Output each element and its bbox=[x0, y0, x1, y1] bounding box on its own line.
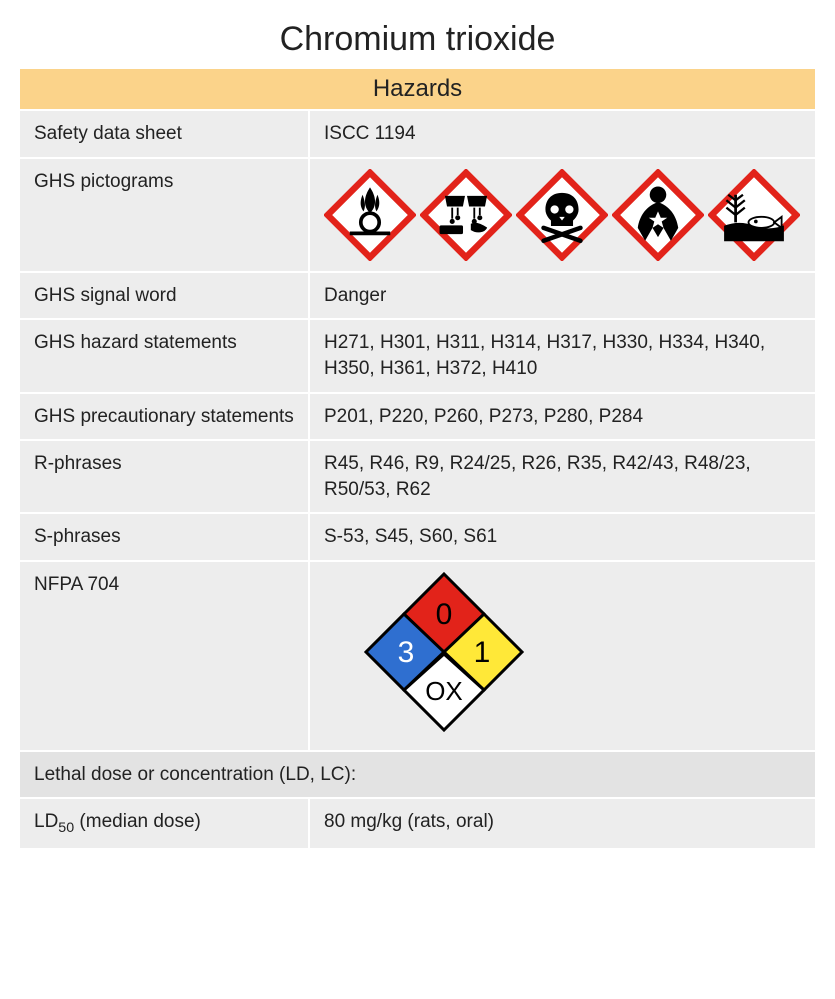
label-sds: Safety data sheet bbox=[20, 111, 309, 158]
value-ld50: 80 mg/kg (rats, oral) bbox=[309, 798, 815, 849]
ghs-pictogram-row bbox=[324, 169, 801, 261]
ld50-pre: LD bbox=[34, 811, 58, 832]
value-hstmt: H271, H301, H311, H314, H317, H330, H334… bbox=[309, 319, 815, 392]
page-title: Chromium trioxide bbox=[20, 20, 815, 59]
ghs-flame-over-circle-icon bbox=[324, 169, 416, 261]
nfpa-special-value: OX bbox=[425, 676, 463, 706]
value-pictograms bbox=[309, 158, 815, 272]
ghs-corrosion-icon bbox=[420, 169, 512, 261]
ghs-environment-icon bbox=[708, 169, 800, 261]
label-pstmt: GHS precautionary statements bbox=[20, 393, 309, 441]
ld50-sub: 50 bbox=[58, 820, 74, 836]
row-rphrases: R-phrases R45, R46, R9, R24/25, R26, R35… bbox=[20, 440, 815, 513]
label-nfpa: NFPA 704 bbox=[20, 561, 309, 751]
ld50-post: (median dose) bbox=[74, 811, 201, 832]
nfpa-health-value: 3 bbox=[398, 636, 415, 669]
value-signal: Danger bbox=[309, 272, 815, 320]
label-ld50: LD50 (median dose) bbox=[20, 798, 309, 849]
value-rphrases: R45, R46, R9, R24/25, R26, R35, R42/43, … bbox=[309, 440, 815, 513]
value-sds: ISCC 1194 bbox=[309, 111, 815, 158]
row-sphrases: S-phrases S-53, S45, S60, S61 bbox=[20, 513, 815, 561]
nfpa-704-diamond: 0 1 OX 3 bbox=[364, 572, 524, 732]
row-pstmt: GHS precautionary statements P201, P220,… bbox=[20, 393, 815, 441]
label-pictograms: GHS pictograms bbox=[20, 158, 309, 272]
nfpa-fire-value: 0 bbox=[436, 598, 453, 631]
ghs-health-hazard-icon bbox=[612, 169, 704, 261]
value-nfpa: 0 1 OX 3 bbox=[309, 561, 815, 751]
row-nfpa: NFPA 704 0 1 OX 3 bbox=[20, 561, 815, 751]
row-hstmt: GHS hazard statements H271, H301, H311, … bbox=[20, 319, 815, 392]
value-pstmt: P201, P220, P260, P273, P280, P284 bbox=[309, 393, 815, 441]
row-ld50: LD50 (median dose) 80 mg/kg (rats, oral) bbox=[20, 798, 815, 849]
label-rphrases: R-phrases bbox=[20, 440, 309, 513]
row-signal: GHS signal word Danger bbox=[20, 272, 815, 320]
label-hstmt: GHS hazard statements bbox=[20, 319, 309, 392]
row-sds: Safety data sheet ISCC 1194 bbox=[20, 111, 815, 158]
label-sphrases: S-phrases bbox=[20, 513, 309, 561]
row-ldlc: Lethal dose or concentration (LD, LC): bbox=[20, 751, 815, 799]
label-ldlc: Lethal dose or concentration (LD, LC): bbox=[20, 751, 815, 799]
hazards-header: Hazards bbox=[20, 69, 815, 111]
nfpa-reactivity-value: 1 bbox=[474, 636, 491, 669]
label-signal: GHS signal word bbox=[20, 272, 309, 320]
hazards-table: Safety data sheet ISCC 1194 GHS pictogra… bbox=[20, 111, 815, 850]
row-pictograms: GHS pictograms bbox=[20, 158, 815, 272]
value-sphrases: S-53, S45, S60, S61 bbox=[309, 513, 815, 561]
ghs-skull-crossbones-icon bbox=[516, 169, 608, 261]
